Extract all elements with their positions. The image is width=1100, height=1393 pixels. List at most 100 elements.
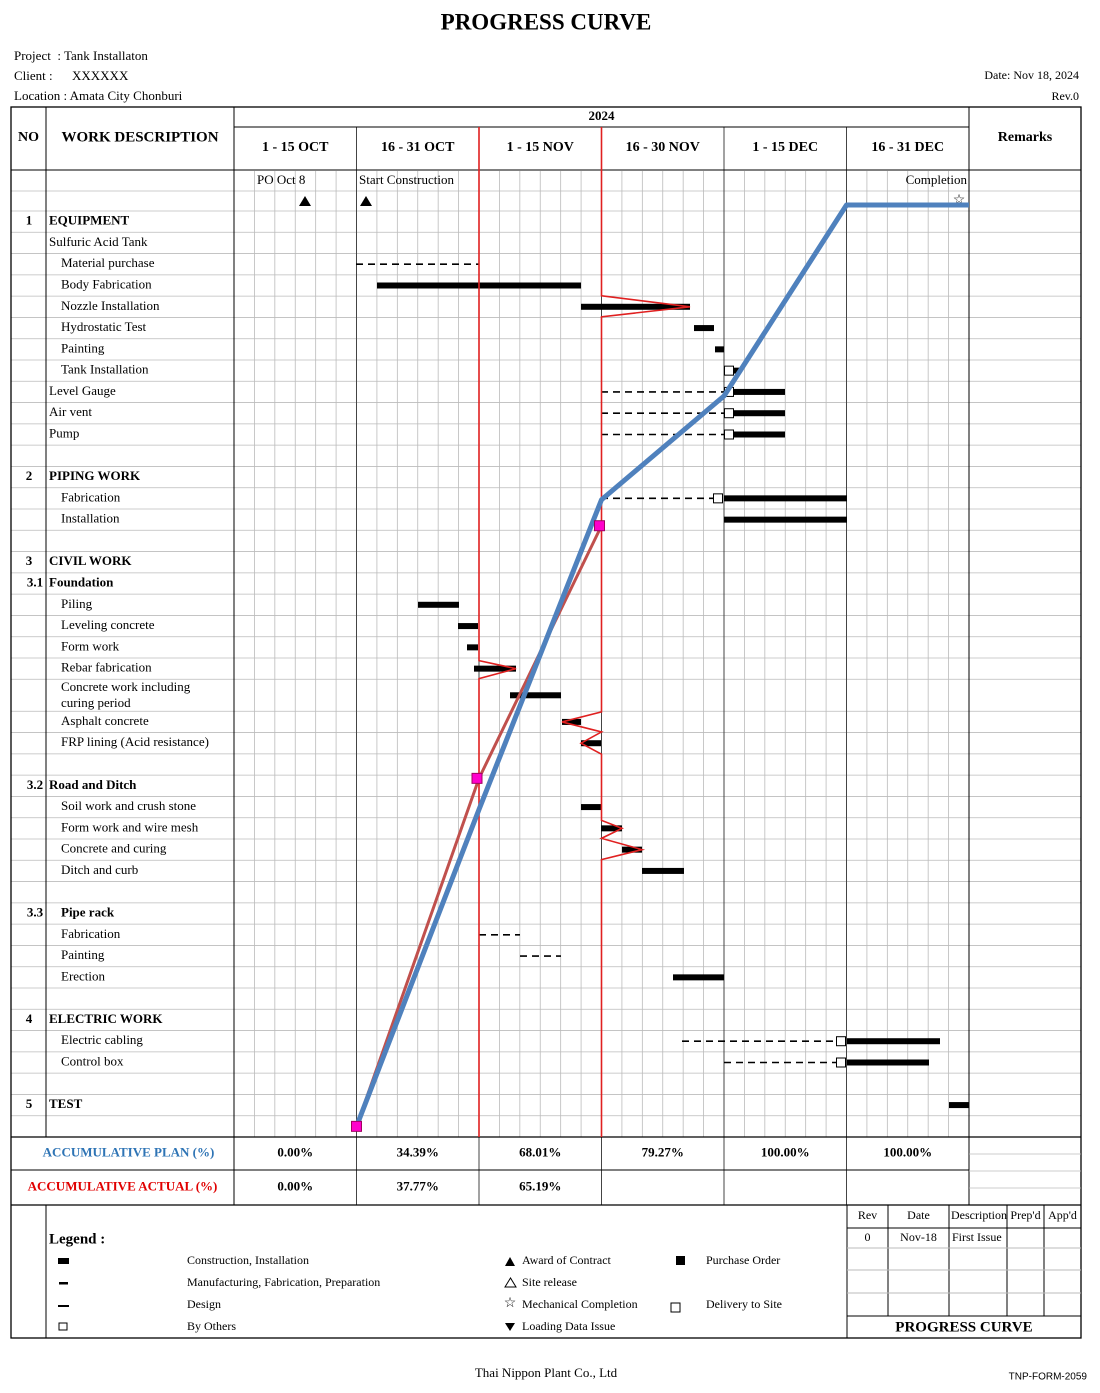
schedule-bar [581,740,601,747]
schedule-bar [734,410,785,417]
row-number: 5 [26,1096,33,1111]
row-label: Hydrostatic Test [61,319,147,334]
actual-value: 65.19% [519,1178,561,1193]
delivery-box [836,1057,846,1068]
actual-value: 37.77% [397,1178,439,1193]
legend-symbol [505,1257,515,1266]
plan-value: 0.00% [277,1144,313,1159]
schedule-bar [510,692,561,699]
revision-header: Prep'd [1010,1208,1040,1222]
revision-header: Description [951,1208,1007,1222]
date: Date: Nov 18, 2024 [984,68,1079,82]
schedule-bar [622,846,642,853]
row-label: TEST [49,1096,83,1111]
legend-symbol [59,1282,68,1285]
legend-symbol [504,1277,517,1288]
progress-line [478,127,517,1137]
legend-item: Construction, Installation [187,1253,309,1267]
row-label: Level Gauge [49,383,116,398]
legend-item: By Others [187,1319,236,1333]
legend-symbol: ☆ [504,1296,517,1311]
revision-cell: 0 [865,1230,871,1244]
row-label: Concrete and curing [61,841,167,856]
delivery-box [836,1036,846,1047]
actual-label: ACCUMULATIVE ACTUAL (%) [28,1178,218,1193]
schedule-bar [467,644,478,651]
period-header: 16 - 31 DEC [871,140,944,155]
schedule-bar [734,388,785,395]
milestone: Start Construction [359,172,454,187]
legend-item: Design [187,1297,221,1311]
row-label: Installation [61,511,120,526]
legend-symbol [505,1323,515,1331]
row-label: Ditch and curb [61,862,138,877]
row-label: EQUIPMENT [49,213,130,228]
plan-value: 34.39% [397,1144,439,1159]
row-label: Painting [61,947,105,962]
schedule-bar [474,665,516,672]
schedule-bar [949,1102,969,1109]
row-label: Nozzle Installation [61,298,160,313]
actual-value: 0.00% [277,1178,313,1193]
row-label: Body Fabrication [61,276,152,291]
legend-symbol [58,1305,69,1307]
plan-value: 100.00% [883,1144,932,1159]
plan-curve [354,202,969,1128]
row-number: 2 [26,468,33,483]
row-label: Concrete work including curing period [61,679,191,711]
period-header: 16 - 31 OCT [381,140,455,155]
schedule-bar [581,804,601,811]
client-name: XXXXXX [72,68,129,83]
legend-symbol [676,1256,685,1265]
row-label: Form work [61,638,120,653]
legend-symbol [58,1258,69,1264]
year-header: 2024 [589,108,616,123]
row-label: Electric cabling [61,1032,143,1047]
milestone-symbol [360,196,372,206]
actual-point [471,772,483,784]
row-label: Sulfuric Acid Tank [49,234,148,249]
row-label: Erection [61,968,106,983]
legend-symbols: ☆ [58,1256,685,1331]
legend-item: Mechanical Completion [522,1297,638,1311]
legend-item: Award of Contract [522,1253,612,1267]
revision-cell: Nov-18 [900,1230,937,1244]
row-label: Painting [61,340,105,355]
period-header: 1 - 15 DEC [752,140,818,155]
row-label: Air vent [49,404,92,419]
schedule-bar [734,431,785,438]
client: Client : [14,68,53,83]
row-label: FRP lining (Acid resistance) [61,734,209,749]
schedule-bar [642,867,684,874]
schedule-bar [418,601,459,608]
revision-title: PROGRESS CURVE [895,1319,1032,1335]
schedule-bar [694,325,714,332]
row-number: 3 [26,553,33,568]
footer-company: Thai Nippon Plant Co., Ltd [475,1365,618,1380]
row-label: Pipe rack [61,904,115,919]
row-label: Fabrication [61,489,121,504]
plan-value: 79.27% [642,1144,684,1159]
legend-item: Manufacturing, Fabrication, Preparation [187,1275,380,1289]
progress-line [561,127,691,1137]
row-label: Piling [61,596,93,611]
row-label: Control box [61,1053,124,1068]
row-number: 3.1 [27,574,43,589]
remarks-header: Remarks [998,130,1053,145]
schedule-bar [581,303,690,310]
row-label: CIVIL WORK [49,553,132,568]
row-label: PIPING WORK [49,468,141,483]
actual-point [594,520,605,532]
row-label: Soil work and crush stone [61,798,196,813]
delivery-box [713,493,723,504]
title: PROGRESS CURVE [441,9,652,34]
legend-item: Site release [522,1275,577,1289]
revision-header: Date [907,1208,930,1222]
schedule-bar [458,623,478,630]
schedule-bar [847,1059,929,1066]
revision-header: App'd [1048,1208,1077,1222]
schedule-bar [724,495,847,502]
row-number: 1 [26,213,33,228]
legend-symbol [58,1322,68,1331]
